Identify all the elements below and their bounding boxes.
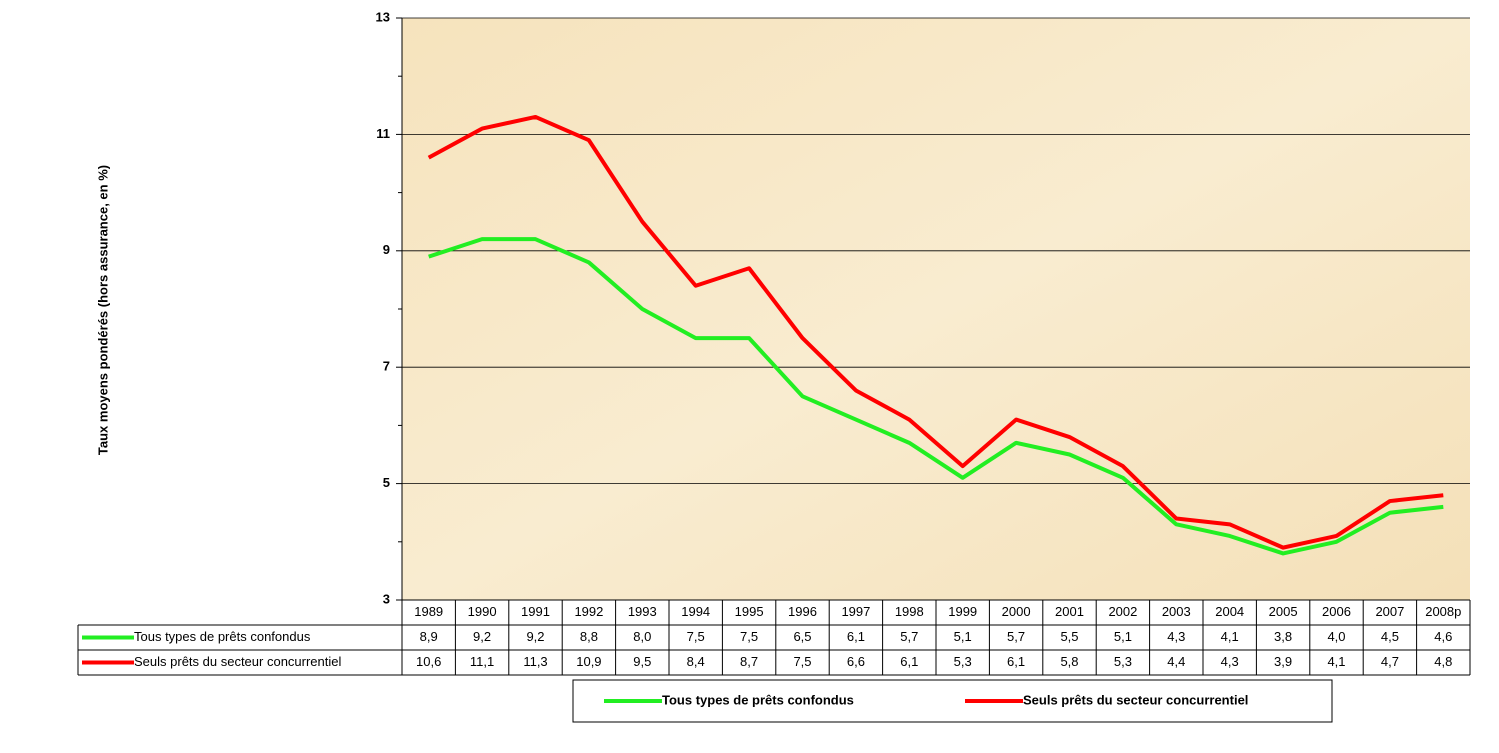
table-value: 6,6 bbox=[847, 654, 865, 669]
table-value: 4,3 bbox=[1221, 654, 1239, 669]
table-value: 5,1 bbox=[954, 629, 972, 644]
y-tick-label: 13 bbox=[376, 9, 390, 24]
table-value: 4,0 bbox=[1327, 629, 1345, 644]
x-tick-label: 1996 bbox=[788, 604, 817, 619]
table-value: 4,6 bbox=[1434, 629, 1452, 644]
table-value: 8,7 bbox=[740, 654, 758, 669]
x-tick-label: 2001 bbox=[1055, 604, 1084, 619]
table-value: 5,1 bbox=[1114, 629, 1132, 644]
x-tick-label: 1990 bbox=[468, 604, 497, 619]
table-value: 11,3 bbox=[523, 654, 547, 669]
y-tick-label: 5 bbox=[383, 475, 390, 490]
table-value: 3,9 bbox=[1274, 654, 1292, 669]
plot-area bbox=[402, 18, 1470, 600]
table-value: 5,3 bbox=[954, 654, 972, 669]
x-tick-label: 1998 bbox=[895, 604, 924, 619]
table-value: 4,7 bbox=[1381, 654, 1399, 669]
x-tick-label: 1989 bbox=[414, 604, 443, 619]
x-tick-label: 1994 bbox=[681, 604, 710, 619]
x-tick-label: 2005 bbox=[1269, 604, 1298, 619]
x-tick-label: 1992 bbox=[574, 604, 603, 619]
x-tick-label: 1999 bbox=[948, 604, 977, 619]
series-line bbox=[428, 237, 1444, 556]
table-value: 9,2 bbox=[473, 629, 491, 644]
x-tick-label: 1993 bbox=[628, 604, 657, 619]
table-value: 6,1 bbox=[900, 654, 918, 669]
table-value: 6,1 bbox=[1007, 654, 1025, 669]
table-value: 8,0 bbox=[633, 629, 651, 644]
table-value: 10,6 bbox=[416, 654, 441, 669]
x-tick-label: 2007 bbox=[1375, 604, 1404, 619]
table-value: 5,8 bbox=[1060, 654, 1078, 669]
legend-label: Seuls prêts du secteur concurrentiel bbox=[1023, 692, 1248, 707]
x-tick-label: 2000 bbox=[1002, 604, 1031, 619]
table-value: 6,1 bbox=[847, 629, 865, 644]
table-value: 6,5 bbox=[793, 629, 811, 644]
y-axis-label: Taux moyens pondérés (hors assurance, en… bbox=[95, 165, 110, 455]
table-value: 4,4 bbox=[1167, 654, 1185, 669]
x-tick-label: 2003 bbox=[1162, 604, 1191, 619]
y-tick-label: 3 bbox=[383, 591, 390, 606]
table-value: 4,1 bbox=[1221, 629, 1239, 644]
table-row-label: Tous types de prêts confondus bbox=[134, 629, 311, 644]
y-tick-label: 7 bbox=[383, 359, 390, 374]
table-value: 5,7 bbox=[900, 629, 918, 644]
x-tick-label: 2004 bbox=[1215, 604, 1244, 619]
table-value: 8,4 bbox=[687, 654, 705, 669]
x-tick-label: 2008p bbox=[1425, 604, 1461, 619]
legend-label: Tous types de prêts confondus bbox=[662, 692, 854, 707]
table-value: 5,5 bbox=[1060, 629, 1078, 644]
legend bbox=[572, 679, 1333, 723]
table-value: 7,5 bbox=[740, 629, 758, 644]
table-value: 4,5 bbox=[1381, 629, 1399, 644]
y-tick-label: 9 bbox=[383, 242, 390, 257]
table-value: 5,7 bbox=[1007, 629, 1025, 644]
table-value: 11,1 bbox=[470, 654, 494, 669]
table-value: 9,5 bbox=[633, 654, 651, 669]
table-value: 5,3 bbox=[1114, 654, 1132, 669]
table-value: 7,5 bbox=[687, 629, 705, 644]
table-value: 9,2 bbox=[526, 629, 544, 644]
x-tick-label: 1997 bbox=[841, 604, 870, 619]
table-value: 8,8 bbox=[580, 629, 598, 644]
y-tick-label: 11 bbox=[376, 126, 390, 141]
table-value: 3,8 bbox=[1274, 629, 1292, 644]
x-tick-label: 2006 bbox=[1322, 604, 1351, 619]
table-value: 4,8 bbox=[1434, 654, 1452, 669]
x-tick-label: 2002 bbox=[1108, 604, 1137, 619]
table-value: 4,1 bbox=[1327, 654, 1345, 669]
table-row-label: Seuls prêts du secteur concurrentiel bbox=[134, 654, 341, 669]
x-tick-label: 1991 bbox=[521, 604, 550, 619]
x-tick-label: 1995 bbox=[735, 604, 764, 619]
table-value: 4,3 bbox=[1167, 629, 1185, 644]
table-value: 10,9 bbox=[576, 654, 601, 669]
series-line bbox=[427, 114, 1444, 550]
table-value: 7,5 bbox=[793, 654, 811, 669]
table-value: 8,9 bbox=[420, 629, 438, 644]
